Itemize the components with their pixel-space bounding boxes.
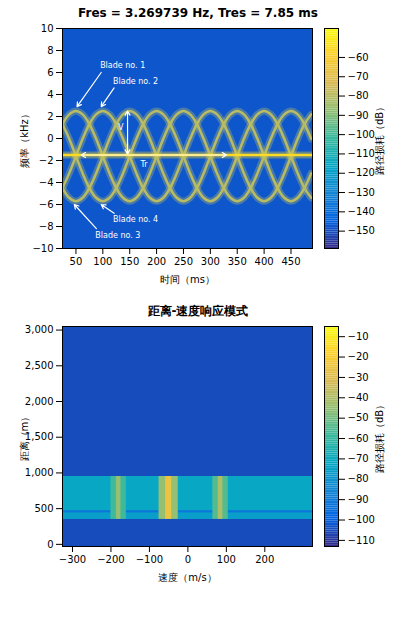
svg-text:100: 100 — [217, 554, 236, 565]
html-text:Fres = 3.269739 Hz, Tres = 7.8: Fres = 3.269739 Hz, Tres = 7.85 ms — [78, 6, 318, 20]
svg-text:Tr: Tr — [139, 160, 148, 169]
svg-text:−80: −80 — [348, 90, 369, 101]
svg-text:频率（kHz）: 频率（kHz） — [19, 109, 30, 168]
svg-text:−200: −200 — [97, 554, 124, 565]
svg-text:−120: −120 — [348, 167, 375, 178]
svg-text:V: V — [118, 123, 124, 132]
svg-text:300: 300 — [201, 256, 220, 267]
svg-text:8: 8 — [47, 45, 53, 56]
svg-text:−20: −20 — [348, 351, 369, 362]
svg-text:−100: −100 — [136, 554, 163, 565]
svg-text:100: 100 — [93, 256, 112, 267]
svg-text:Blade no. 4: Blade no. 4 — [113, 215, 158, 224]
svg-text:150: 150 — [120, 256, 139, 267]
svg-text:500: 500 — [34, 503, 53, 514]
svg-text:2: 2 — [47, 111, 53, 122]
svg-text:2,500: 2,500 — [25, 360, 54, 371]
svg-text:6: 6 — [47, 67, 53, 78]
svg-text:−100: −100 — [348, 129, 375, 140]
svg-text:0: 0 — [47, 133, 53, 144]
svg-text:−10: −10 — [348, 331, 369, 342]
svg-text:Blade no. 1: Blade no. 1 — [100, 61, 145, 70]
svg-text:距离（m）: 距离（m） — [19, 412, 30, 462]
svg-text:450: 450 — [281, 256, 300, 267]
svg-text:−80: −80 — [348, 473, 369, 484]
html-text:距离-速度响应模式: 距离-速度响应模式 — [147, 304, 249, 318]
svg-text:3,000: 3,000 — [25, 324, 54, 335]
svg-text:−90: −90 — [348, 494, 369, 505]
svg-text:250: 250 — [174, 256, 193, 267]
svg-text:−130: −130 — [348, 187, 375, 198]
svg-text:1,500: 1,500 — [24, 431, 54, 443]
svg-text:−300: −300 — [59, 554, 86, 565]
svg-text:−150: −150 — [348, 225, 375, 236]
svg-text:−110: −110 — [348, 535, 375, 546]
svg-text:路径损耗（dB）: 路径损耗（dB） — [374, 102, 385, 175]
svg-text:路径损耗（dB）: 路径损耗（dB） — [374, 400, 385, 473]
svg-text:350: 350 — [228, 256, 247, 267]
svg-text:−90: −90 — [348, 110, 369, 121]
svg-text:0: 0 — [185, 554, 191, 565]
svg-text:2,000: 2,000 — [25, 396, 54, 407]
svg-text:200: 200 — [147, 256, 166, 267]
svg-text:400: 400 — [255, 256, 274, 267]
svg-text:−70: −70 — [348, 71, 369, 82]
svg-text:−110: −110 — [348, 148, 375, 159]
svg-text:−60: −60 — [348, 433, 369, 444]
svg-text:−4: −4 — [39, 177, 54, 188]
svg-text:4: 4 — [47, 89, 53, 100]
svg-text:Blade no. 3: Blade no. 3 — [95, 231, 140, 240]
svg-text:−2: −2 — [39, 155, 54, 166]
svg-text:−60: −60 — [348, 52, 369, 63]
svg-text:−30: −30 — [348, 372, 369, 383]
svg-text:−8: −8 — [39, 221, 54, 232]
svg-text:200: 200 — [255, 554, 274, 565]
svg-text:时间（ms）: 时间（ms） — [160, 274, 215, 285]
svg-text:速度（m/s）: 速度（m/s） — [158, 572, 216, 583]
svg-text:−6: −6 — [39, 199, 54, 210]
svg-text:0: 0 — [47, 539, 53, 550]
svg-text:−140: −140 — [348, 206, 375, 217]
svg-text:−50: −50 — [348, 412, 369, 423]
svg-text:−70: −70 — [348, 453, 369, 464]
svg-text:1,000: 1,000 — [25, 467, 54, 478]
svg-text:10: 10 — [41, 23, 54, 34]
svg-text:Blade no. 2: Blade no. 2 — [113, 77, 158, 86]
svg-text:−40: −40 — [348, 392, 369, 403]
svg-text:50: 50 — [70, 256, 83, 267]
svg-text:−10: −10 — [32, 243, 53, 254]
svg-text:−100: −100 — [348, 514, 375, 525]
